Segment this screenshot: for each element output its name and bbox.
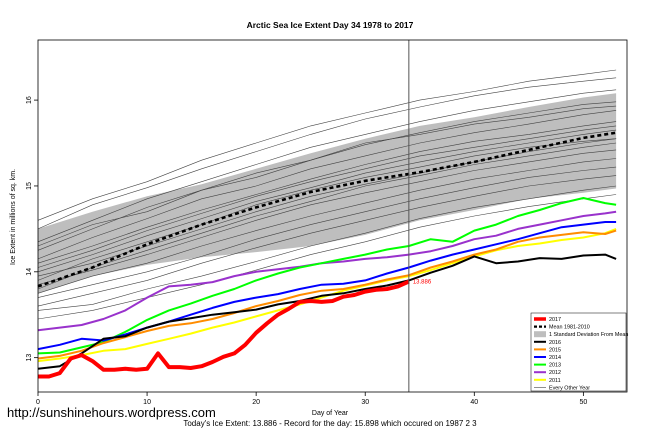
every-other-year-line: [37, 69, 617, 221]
every-other-year-line: [37, 101, 617, 251]
every-other-year-line: [37, 149, 617, 285]
current-value-label: 13.886: [413, 280, 432, 286]
legend-label: 2012: [549, 370, 561, 376]
legend-label: 2015: [549, 347, 561, 353]
y-tick-label: 13: [26, 354, 33, 362]
x-tick-label: 30: [361, 399, 369, 406]
y-axis-label: Ice Extent in millions of sq. km.: [10, 169, 17, 265]
y-tick-label: 14: [26, 268, 33, 276]
legend-label: Mean 1981-2010: [549, 325, 590, 331]
series-line-2016: [37, 253, 617, 370]
y-tick-label: 16: [26, 96, 33, 104]
every-other-year-line: [37, 175, 617, 307]
every-other-year-line: [37, 89, 617, 243]
mean-line: [37, 131, 617, 288]
every-other-year-line: [37, 166, 617, 298]
x-tick-label: 10: [143, 399, 151, 406]
legend-label: 2014: [549, 355, 561, 361]
every-other-year-line: [37, 129, 617, 273]
plot-area: 13.886 0 10 20 30 40 50 13 14 15 16 2017 Mean 1981-2…: [26, 39, 628, 406]
watermark-url: http://sunshinehours.wordpress.com: [7, 405, 216, 420]
every-other-year-line: [37, 158, 617, 294]
x-tick-label: 0: [36, 399, 40, 406]
every-other-year-line: [37, 142, 617, 290]
legend-swatch: [534, 331, 546, 338]
series-line-2017: [38, 279, 410, 379]
legend-label: 2013: [549, 363, 561, 369]
every-other-year-line: [37, 125, 617, 268]
series-line-2013: [37, 197, 617, 355]
x-tick-label: 40: [470, 399, 478, 406]
legend-label: 2011: [549, 378, 561, 384]
footer-note: Today's Ice Extent: 13.886 - Record for …: [183, 419, 477, 428]
every-other-year-line: [37, 77, 617, 230]
every-other-year-line: [37, 138, 617, 281]
legend-label: 2017: [549, 317, 561, 323]
every-other-year-line: [37, 110, 617, 260]
legend-label: 2016: [549, 340, 561, 346]
legend-box: [530, 312, 627, 392]
every-other-year-line: [37, 105, 617, 247]
y-tick-label: 15: [26, 182, 33, 190]
every-other-year-line: [37, 194, 617, 320]
x-tick-label: 20: [252, 399, 260, 406]
plot-frame: [37, 39, 628, 393]
series-line-2012: [37, 210, 617, 332]
legend-label: Every Other Year: [549, 385, 590, 391]
every-other-year-line: [37, 121, 617, 264]
x-axis-label: Day of Year: [312, 410, 349, 417]
every-other-year-line: [37, 185, 617, 311]
series-line-2015: [37, 229, 617, 360]
legend-label: 1 Standard Deviation From Mean: [549, 332, 628, 338]
chart-title: Arctic Sea Ice Extent Day 34 1978 to 201…: [247, 20, 414, 30]
x-tick-label: 50: [579, 399, 587, 406]
